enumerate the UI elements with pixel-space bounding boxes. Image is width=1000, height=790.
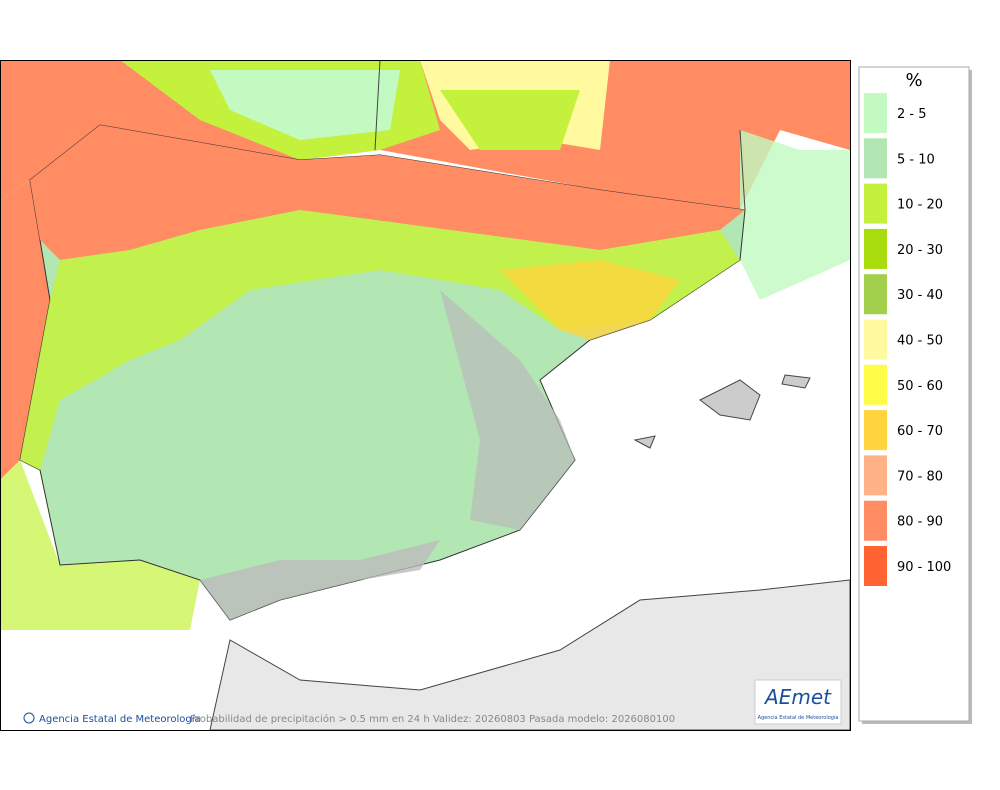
legend-label: 60 - 70 — [897, 424, 943, 439]
med-north — [740, 130, 850, 300]
legend-swatch — [864, 93, 887, 133]
legend-label: 10 - 20 — [897, 198, 943, 213]
legend-swatch — [864, 546, 887, 586]
legend-swatch — [864, 228, 887, 269]
south-atlantic — [0, 460, 200, 630]
legend-label: 2 - 5 — [897, 107, 927, 122]
relief-south — [200, 540, 440, 620]
legend-label: 40 - 50 — [897, 334, 943, 349]
map — [0, 60, 850, 730]
mallorca — [699, 379, 761, 421]
biscay-green — [440, 90, 580, 150]
legend-swatch — [864, 364, 887, 405]
ibiza — [633, 435, 656, 449]
legend-swatch — [864, 138, 887, 179]
menorca — [781, 374, 811, 389]
legend-title: % — [905, 70, 922, 91]
africa — [209, 579, 850, 730]
legend-label: 20 - 30 — [897, 243, 943, 258]
credit: Agencia Estatal de Meteorología — [39, 713, 201, 725]
legend-swatch — [864, 410, 887, 451]
legend-label: 90 - 100 — [897, 560, 951, 575]
caption: Probabilidad de precipitación > 0.5 mm e… — [190, 713, 675, 725]
ebro-yellow — [500, 260, 680, 340]
map-frame — [0, 60, 851, 731]
legend-swatch — [864, 274, 887, 315]
copyright-icon — [23, 712, 35, 724]
relief — [440, 290, 575, 530]
legend-swatch — [864, 319, 887, 360]
legend-swatch — [864, 455, 887, 496]
border — [374, 60, 746, 211]
legend-label: 50 - 60 — [897, 379, 943, 394]
legend-label: 30 - 40 — [897, 288, 943, 303]
legend-label: 5 - 10 — [897, 152, 935, 167]
biscay-light — [210, 70, 400, 140]
logo: AEmet — [763, 685, 832, 709]
legend-swatch — [864, 500, 887, 541]
north-coast-rain — [30, 125, 745, 260]
legend-swatch — [864, 183, 887, 224]
atlantic-band — [0, 180, 50, 480]
legend-label: 80 - 90 — [897, 515, 943, 530]
logo-subtitle: Agencia Estatal de Meteorología — [758, 714, 839, 721]
legend-items: 2 - 5 5 - 10 10 - 20 20 - 30 30 - 40 40 - 50 5… — [864, 93, 951, 586]
logo-box — [754, 679, 842, 725]
legend-label: 70 - 80 — [897, 469, 943, 484]
